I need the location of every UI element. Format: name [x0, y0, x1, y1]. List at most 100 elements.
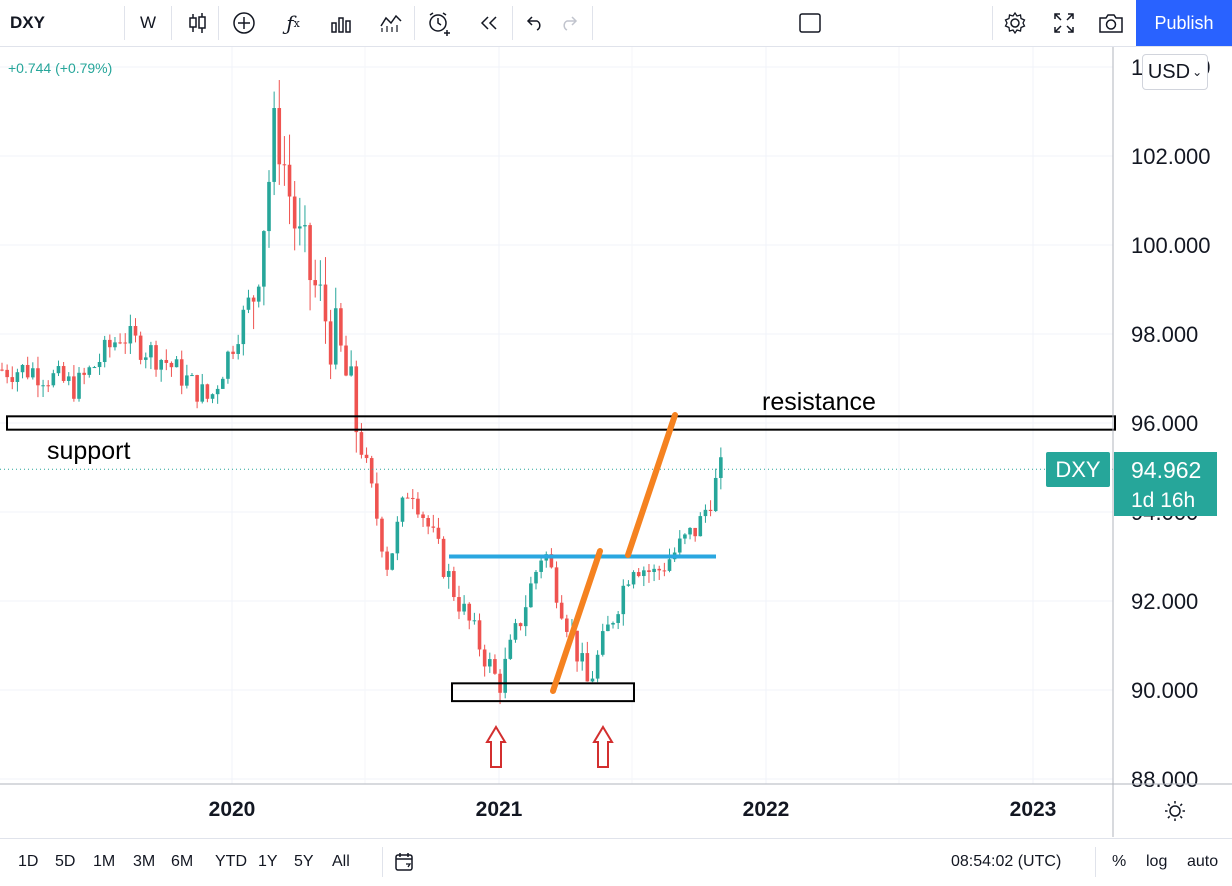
- measured-move-line: [550, 548, 603, 694]
- currency-select[interactable]: USD ⌄: [1142, 54, 1208, 90]
- replay-icon[interactable]: [474, 0, 504, 46]
- candle-body: [698, 516, 703, 537]
- log-toggle[interactable]: log: [1146, 853, 1168, 870]
- layout-icon[interactable]: [795, 0, 825, 46]
- candle-body: [169, 362, 174, 368]
- candle-body: [308, 225, 312, 281]
- range-button-1m[interactable]: 1M: [93, 853, 116, 870]
- candle-body: [652, 568, 656, 572]
- candle-body: [467, 603, 472, 621]
- candle-body: [457, 597, 461, 612]
- candle-body: [0, 369, 4, 371]
- candle-body: [462, 603, 466, 612]
- candle-body: [585, 653, 590, 682]
- toolbar-divider: [592, 6, 593, 40]
- candle-body: [518, 623, 523, 627]
- range-button-3m[interactable]: 3M: [133, 853, 156, 870]
- range-button-6m[interactable]: 6M: [171, 853, 194, 870]
- candle-body: [123, 342, 128, 344]
- range-button-1d[interactable]: 1D: [18, 853, 39, 870]
- candle-body: [369, 458, 374, 484]
- last-price-tag: 94.962: [1131, 457, 1201, 483]
- range-button-5d[interactable]: 5D: [55, 853, 76, 870]
- candle-body: [66, 376, 71, 381]
- candle-body: [220, 378, 225, 389]
- arrow-up-icon: [485, 725, 507, 768]
- interval-button[interactable]: W: [139, 13, 157, 32]
- candle-body: [636, 572, 641, 577]
- redo-icon[interactable]: [556, 0, 584, 46]
- add-indicator-icon[interactable]: [229, 0, 259, 46]
- candle-body: [195, 375, 199, 402]
- x-tick-label: 2020: [209, 798, 256, 821]
- candle-body: [292, 196, 297, 229]
- candle-body: [10, 377, 15, 382]
- candles-icon[interactable]: [182, 0, 212, 46]
- candle-body: [46, 385, 51, 387]
- goto-date-icon[interactable]: [394, 851, 416, 878]
- symbol-search-button[interactable]: DXY: [10, 13, 45, 32]
- candle-body: [154, 345, 158, 370]
- camera-icon[interactable]: [1096, 0, 1126, 46]
- candle-body: [421, 514, 425, 518]
- candle-body: [200, 384, 205, 402]
- candle-body: [590, 678, 595, 682]
- auto-toggle[interactable]: auto: [1187, 853, 1219, 870]
- candle-body: [5, 369, 9, 378]
- candle-body: [72, 376, 76, 399]
- publish-button[interactable]: Publish: [1136, 0, 1232, 46]
- candle-body: [262, 231, 266, 287]
- candle-body: [36, 368, 40, 386]
- undo-icon[interactable]: [520, 0, 548, 46]
- candle-body: [231, 351, 235, 354]
- candle-body: [102, 339, 107, 363]
- candle-body: [41, 385, 45, 387]
- candle-body: [616, 614, 620, 623]
- range-button-all[interactable]: All: [332, 853, 350, 870]
- y-tick-label: 92.000: [1131, 589, 1198, 614]
- candle-body: [508, 639, 513, 659]
- percent-toggle[interactable]: %: [1112, 853, 1127, 870]
- candle-body: [272, 108, 276, 182]
- double-bottom-box: [451, 682, 635, 703]
- candle-body: [477, 620, 482, 650]
- settings-gear-icon[interactable]: [1000, 0, 1030, 46]
- candle-body: [549, 554, 554, 568]
- range-button-1y[interactable]: 1Y: [258, 853, 278, 870]
- candle-body: [529, 583, 533, 608]
- x-tick-label: 2021: [476, 798, 523, 821]
- candle-body: [559, 602, 564, 619]
- bar-chart-icon[interactable]: [326, 0, 356, 46]
- candle-body: [118, 342, 122, 344]
- candle-body: [436, 527, 441, 539]
- candle-body: [179, 359, 184, 386]
- theme-sun-icon: [1165, 801, 1185, 821]
- candle-body: [215, 388, 220, 395]
- candle-body: [133, 326, 138, 336]
- candle-body: [621, 585, 626, 615]
- candle-body: [482, 649, 487, 667]
- candle-body: [15, 372, 20, 382]
- candle-body: [688, 527, 692, 535]
- candle-body: [210, 394, 215, 399]
- symbol-tag-bg: [1046, 452, 1110, 487]
- candle-body: [298, 226, 302, 229]
- toolbar-divider: [171, 6, 172, 40]
- candle-body: [708, 509, 713, 511]
- range-button-ytd[interactable]: YTD: [215, 853, 247, 870]
- alert-clock-icon[interactable]: [424, 0, 454, 46]
- candle-body: [493, 659, 497, 674]
- candle-body: [410, 497, 415, 499]
- candle-body: [375, 483, 379, 519]
- range-button-5y[interactable]: 5Y: [294, 853, 314, 870]
- compare-icon[interactable]: [376, 0, 406, 46]
- toolbar-divider: [124, 6, 125, 40]
- toolbar-divider: [992, 6, 993, 40]
- candle-body: [416, 498, 420, 515]
- candle-body: [606, 624, 610, 632]
- candle-body: [349, 366, 353, 376]
- fullscreen-icon[interactable]: [1049, 0, 1079, 46]
